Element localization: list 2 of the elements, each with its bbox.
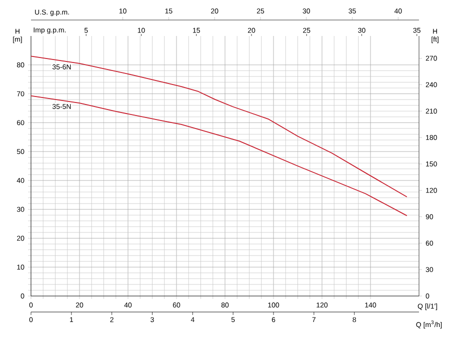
line-series [30, 95, 408, 216]
line-series [30, 56, 408, 198]
